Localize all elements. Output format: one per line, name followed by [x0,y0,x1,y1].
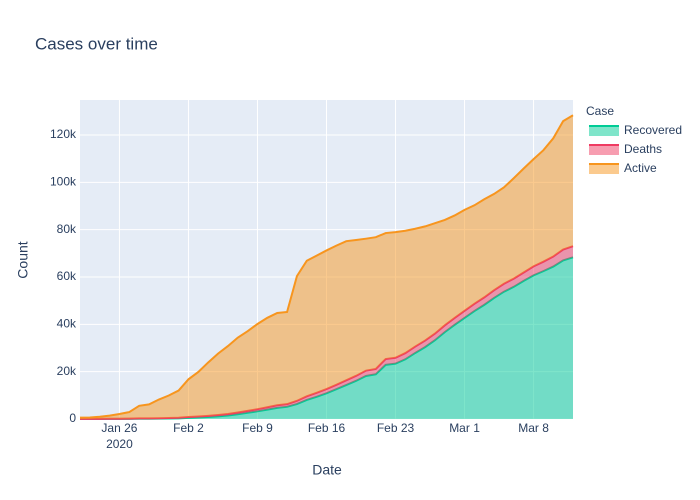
legend-item[interactable]: Active [589,161,657,175]
x-tick-label: Mar 8 [518,421,549,435]
y-axis-title: Count [15,241,31,278]
legend-label: Deaths [624,142,662,156]
y-tick-label: 0 [69,411,76,425]
legend-label: Active [624,161,657,175]
legend-swatch [589,145,619,155]
x-tick-label: Mar 1 [449,421,480,435]
y-tick-label: 60k [57,269,77,283]
area-line [79,114,574,419]
x-tick-label: Feb 23 [377,421,415,435]
legend-label: Recovered [624,123,682,137]
x-tick-label: Feb 2 [173,421,204,435]
y-tick-label: 100k [50,175,77,189]
x-axis-title: Date [312,462,342,478]
legend-swatch [589,164,619,174]
y-tick-label: 20k [57,364,77,378]
y-tick-label: 120k [50,127,77,141]
y-tick-label: 80k [57,222,77,236]
legend-title: Case [586,104,614,118]
area-fill [80,115,573,419]
legend-item[interactable]: Deaths [589,142,662,156]
chart-title: Cases over time [35,34,158,53]
x-tick-label: Jan 26 [101,421,137,435]
x-tick-label: Feb 16 [308,421,346,435]
legend-item[interactable]: Recovered [589,123,682,137]
legend-swatch [589,126,619,136]
x-tick-label: Feb 9 [242,421,273,435]
y-tick-label: 40k [57,317,77,331]
area-fill [80,257,573,419]
x-tick-year: 2020 [106,437,133,451]
